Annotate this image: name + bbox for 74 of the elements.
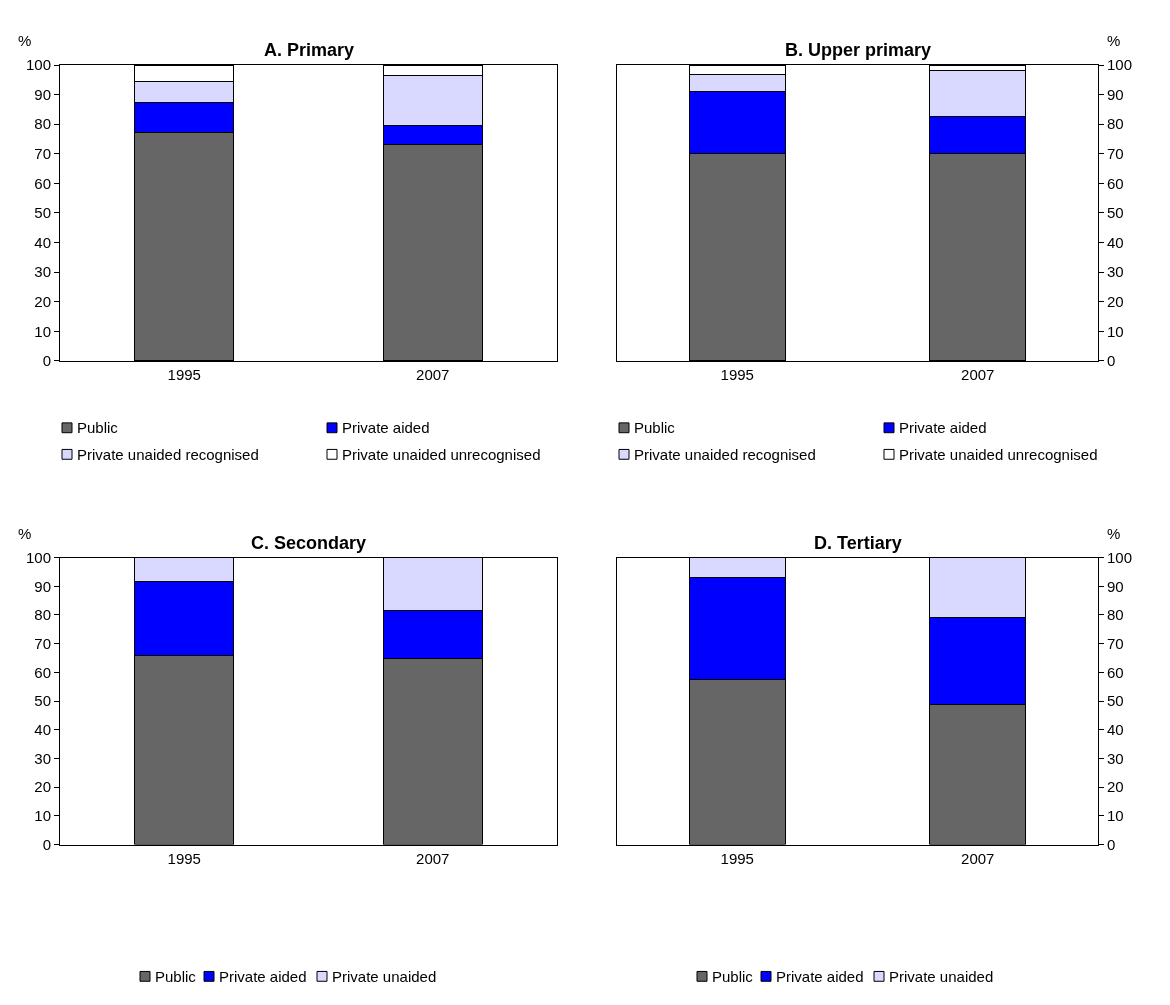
y-tick-label: 100 (25, 548, 51, 566)
y-tick-label: 10 (1107, 322, 1124, 340)
y-tick-label: 80 (34, 115, 51, 133)
y-tick-label: 80 (1107, 115, 1124, 133)
y-tick-label: 80 (1107, 606, 1124, 624)
chart-title: C. Secondary (251, 533, 367, 553)
y-tick-label: 30 (1107, 263, 1124, 281)
legend-label: Private unaided unrecognised (342, 446, 541, 463)
y-axis-title: % (18, 525, 32, 542)
y-tick-label: 60 (34, 174, 51, 192)
y-tick-label: 20 (34, 778, 51, 796)
y-tick-label: 90 (1107, 85, 1124, 103)
chart-title: A. Primary (264, 40, 355, 60)
y-tick-label: 30 (34, 749, 51, 767)
y-tick-label: 10 (34, 322, 51, 340)
y-tick-label: 50 (34, 204, 51, 222)
y-tick-label: 40 (34, 721, 51, 739)
y-tick-label: 90 (34, 85, 51, 103)
y-tick-label: 10 (34, 807, 51, 825)
y-tick-label: 40 (34, 233, 51, 251)
y-tick-label: 70 (1107, 145, 1124, 163)
y-tick-label: 50 (1107, 692, 1124, 710)
y-tick-label: 80 (34, 606, 51, 624)
y-tick-label: 100 (1107, 56, 1133, 74)
y-tick-label: 60 (1107, 174, 1124, 192)
y-tick-label: 20 (1107, 778, 1124, 796)
y-tick-label: 40 (1107, 233, 1124, 251)
legend-label: Private unaided (889, 968, 994, 985)
legend-label: Private aided (342, 419, 430, 436)
y-tick-label: 50 (34, 692, 51, 710)
y-tick-label: 20 (1107, 293, 1124, 311)
x-tick-label: 1995 (167, 365, 201, 383)
y-tick-label: 30 (1107, 749, 1124, 767)
chart-title: B. Upper primary (785, 40, 932, 60)
y-tick-label: 100 (25, 56, 51, 74)
x-tick-label: 1995 (720, 365, 754, 383)
y-tick-label: 70 (34, 634, 51, 652)
y-axis-title: % (1107, 32, 1121, 49)
y-tick-label: 70 (34, 145, 51, 163)
y-axis-title: % (1107, 525, 1121, 542)
y-tick-label: 10 (1107, 807, 1124, 825)
legend-label: Private unaided recognised (77, 446, 259, 463)
x-tick-label: 2007 (961, 849, 995, 867)
y-tick-label: 30 (34, 263, 51, 281)
y-tick-label: 40 (1107, 721, 1124, 739)
legend-label: Public (155, 968, 197, 985)
legend-label: Private unaided unrecognised (899, 446, 1098, 463)
y-tick-label: 60 (1107, 663, 1124, 681)
legend-label: Private aided (219, 968, 307, 985)
x-tick-label: 2007 (416, 849, 450, 867)
y-tick-label: 100 (1107, 548, 1133, 566)
y-tick-label: 0 (42, 835, 51, 853)
legend-label: Private aided (899, 419, 987, 436)
y-tick-label: 90 (34, 577, 51, 595)
y-tick-label: 50 (1107, 204, 1124, 222)
legend-label: Public (634, 419, 676, 436)
y-tick-label: 90 (1107, 577, 1124, 595)
chart-title: D. Tertiary (814, 533, 902, 553)
y-tick-label: 0 (1107, 352, 1116, 370)
x-tick-label: 2007 (416, 365, 450, 383)
x-tick-label: 2007 (961, 365, 995, 383)
legend-label: Private aided (776, 968, 864, 985)
y-tick-label: 20 (34, 293, 51, 311)
y-tick-label: 0 (1107, 835, 1116, 853)
y-tick-label: 0 (42, 352, 51, 370)
y-axis-title: % (18, 32, 32, 49)
x-tick-label: 1995 (167, 849, 201, 867)
y-tick-label: 60 (34, 663, 51, 681)
x-tick-label: 1995 (720, 849, 754, 867)
y-tick-label: 70 (1107, 634, 1124, 652)
legend-label: Public (712, 968, 754, 985)
legend-label: Private unaided recognised (634, 446, 816, 463)
legend-label: Public (77, 419, 119, 436)
legend-label: Private unaided (332, 968, 437, 985)
